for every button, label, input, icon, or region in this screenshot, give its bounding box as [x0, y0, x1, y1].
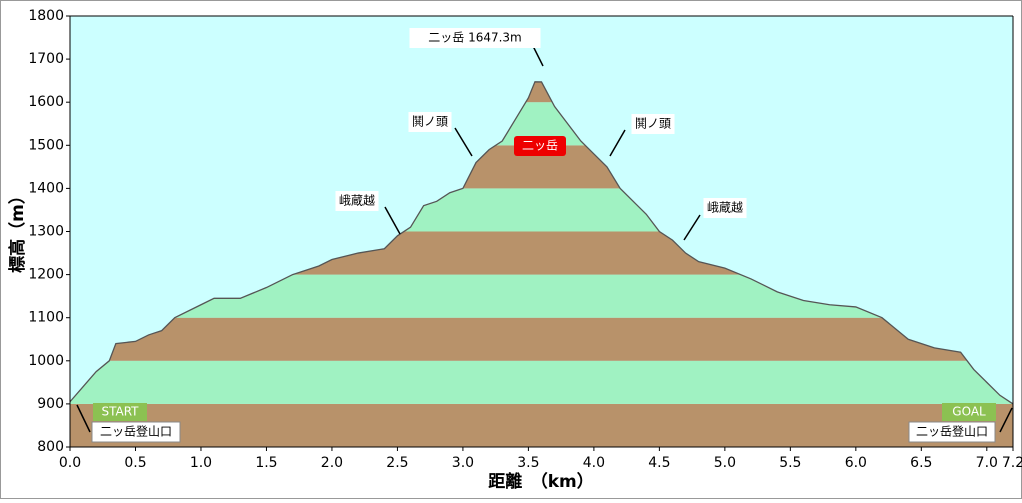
annotation: 二ッ岳: [522, 139, 558, 153]
y-tick-label: 1300: [28, 224, 64, 240]
label-box: [93, 403, 147, 421]
annotation: 峨蔵越: [707, 201, 743, 215]
y-tick-label: 800: [37, 439, 64, 455]
annotation: 二ッ岳登山口: [916, 424, 988, 439]
label-box: [631, 114, 675, 134]
y-tick-label: 1600: [28, 94, 64, 110]
x-tick-label: 3.5: [517, 455, 539, 471]
x-tick-label: 6.0: [845, 455, 867, 471]
x-axis-label: 距離 （km）: [488, 471, 594, 492]
label-box: [409, 28, 541, 48]
y-tick-label: 1500: [28, 137, 64, 153]
x-tick-label: 7.2: [1002, 455, 1022, 471]
annotation: 鬨ノ頭: [635, 117, 671, 131]
y-tick-label: 1100: [28, 310, 64, 326]
x-tick-label: 6.5: [910, 455, 932, 471]
x-tick-label: 7.0: [976, 455, 998, 471]
annotation: 鬨ノ頭: [412, 115, 448, 129]
x-tick-label: 3.0: [452, 455, 474, 471]
y-tick-label: 1000: [28, 353, 64, 369]
label-box: [703, 198, 747, 218]
y-tick-label: 1400: [28, 180, 64, 196]
x-tick-label: 1.0: [190, 455, 212, 471]
x-tick-label: 0.5: [124, 455, 146, 471]
x-tick-label: 2.0: [321, 455, 343, 471]
label-box: [942, 403, 996, 421]
leader-line: [454, 127, 473, 157]
elevation-band: [70, 360, 1013, 404]
leader-line: [999, 407, 1013, 433]
x-tick-label: 0.0: [59, 455, 81, 471]
x-tick-label: 1.5: [255, 455, 277, 471]
x-tick-label: 5.0: [714, 455, 736, 471]
y-tick-label: 1800: [28, 8, 64, 24]
x-tick-label: 4.0: [583, 455, 605, 471]
label-box: [908, 421, 996, 443]
y-tick-label: 1200: [28, 267, 64, 283]
annotation: START: [101, 405, 139, 419]
label-box: [91, 421, 181, 443]
leader-line: [76, 404, 91, 433]
elevation-band: [70, 317, 1013, 361]
x-tick-label: 2.5: [386, 455, 408, 471]
annotation: 二ッ岳登山口: [100, 424, 172, 439]
elevation-line: [69, 81, 1014, 405]
y-tick-label: 900: [37, 396, 64, 412]
label-box: [408, 112, 452, 132]
label-box: [335, 191, 379, 211]
annotation: 二ッ岳 1647.3m: [428, 31, 522, 45]
y-tick-label: 1700: [28, 51, 64, 67]
y-axis-label: 標高（m）: [7, 187, 28, 273]
leader-line: [683, 214, 701, 241]
annotation: 峨蔵越: [339, 194, 375, 208]
elevation-band: [70, 403, 1013, 447]
x-tick-label: 4.5: [648, 455, 670, 471]
annotation: GOAL: [952, 405, 986, 419]
label-box: [514, 136, 566, 156]
leader-line: [609, 129, 626, 157]
x-tick-label: 5.5: [779, 455, 801, 471]
leader-line: [384, 206, 401, 235]
